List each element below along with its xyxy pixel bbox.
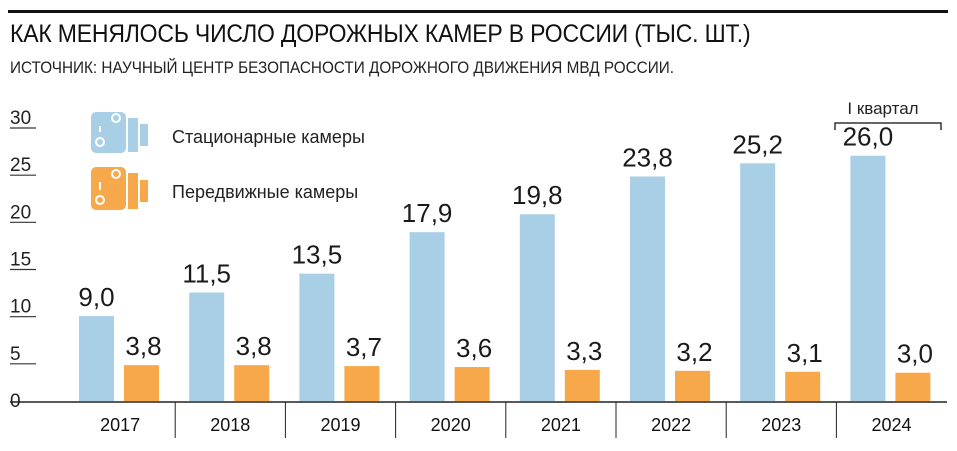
data-label-mobile: 3,8 bbox=[125, 331, 161, 361]
x-tick-label: 2021 bbox=[541, 415, 581, 435]
y-tick-label: 20 bbox=[10, 202, 31, 223]
bar-mobile bbox=[454, 367, 490, 401]
y-tick-label: 5 bbox=[10, 344, 21, 365]
x-tick-label: 2018 bbox=[210, 415, 250, 435]
data-label-stationary: 9,0 bbox=[78, 282, 114, 312]
top-rule bbox=[8, 10, 948, 13]
chart-subtitle: ИСТОЧНИК: НАУЧНЫЙ ЦЕНТР БЕЗОПАСНОСТИ ДОР… bbox=[10, 58, 674, 77]
bars: 9,0 3,8 11,5 3,8 13,5 3,7 17,9 3,6 19,8 3,3 23,8 3,… bbox=[78, 122, 933, 401]
stationary-camera-icon bbox=[91, 112, 148, 153]
data-label-stationary: 13,5 bbox=[292, 240, 343, 270]
bar-stationary bbox=[79, 316, 114, 401]
y-tick-label: 10 bbox=[10, 297, 31, 318]
x-tick-label: 2019 bbox=[320, 415, 360, 435]
data-label-mobile: 3,6 bbox=[456, 333, 492, 363]
data-label-stationary: 25,2 bbox=[732, 129, 783, 159]
bar-mobile bbox=[234, 365, 270, 401]
bar-mobile bbox=[564, 369, 600, 401]
bar-mobile bbox=[785, 371, 821, 401]
bar-stationary bbox=[850, 155, 886, 401]
x-axis: 2017 2018 2019 2020 2021 2022 2023 2024 bbox=[10, 401, 947, 438]
bar-stationary bbox=[299, 273, 335, 401]
data-label-stationary: 17,9 bbox=[402, 198, 453, 228]
y-tick-label: 25 bbox=[10, 155, 31, 176]
legend-label-mobile: Передвижные камеры bbox=[172, 182, 358, 202]
bar-mobile bbox=[675, 370, 710, 401]
bar-mobile bbox=[344, 366, 380, 401]
mobile-camera-icon bbox=[91, 167, 148, 210]
legend-label-stationary: Стационарные камеры bbox=[172, 127, 365, 147]
quarter-annotation-label: I квартал bbox=[847, 99, 918, 118]
data-label-mobile: 3,8 bbox=[236, 331, 272, 361]
bar-stationary bbox=[630, 176, 665, 401]
x-tick-label: 2022 bbox=[651, 415, 691, 435]
x-tick-label: 2020 bbox=[431, 415, 471, 435]
bar-stationary bbox=[519, 214, 555, 401]
y-tick-label: 15 bbox=[10, 250, 31, 271]
bar-stationary bbox=[740, 163, 776, 401]
data-label-stationary: 26,0 bbox=[843, 122, 894, 152]
data-label-stationary: 19,8 bbox=[512, 180, 563, 210]
data-label-mobile: 3,3 bbox=[566, 336, 602, 366]
x-tick-label: 2023 bbox=[761, 415, 801, 435]
data-label-stationary: 11,5 bbox=[182, 259, 231, 289]
bar-stationary bbox=[409, 232, 445, 401]
data-label-mobile: 3,0 bbox=[897, 339, 933, 369]
bar-mobile bbox=[895, 372, 931, 401]
x-tick-label: 2017 bbox=[100, 415, 140, 435]
data-label-stationary: 23,8 bbox=[622, 142, 673, 172]
x-tick-label: 2024 bbox=[871, 415, 911, 435]
chart-title: КАК МЕНЯЛОСЬ ЧИСЛО ДОРОЖНЫХ КАМЕР В РОСС… bbox=[10, 20, 751, 48]
data-label-mobile: 3,7 bbox=[346, 332, 382, 362]
bar-stationary bbox=[189, 292, 225, 401]
y-tick-label: 30 bbox=[10, 108, 31, 129]
legend: Стационарные камеры Передвижные камеры bbox=[91, 112, 365, 210]
data-label-mobile: 3,2 bbox=[676, 337, 712, 367]
data-label-mobile: 3,1 bbox=[787, 338, 823, 368]
bar-mobile bbox=[124, 365, 159, 401]
quarter-annotation: I квартал bbox=[834, 99, 942, 130]
